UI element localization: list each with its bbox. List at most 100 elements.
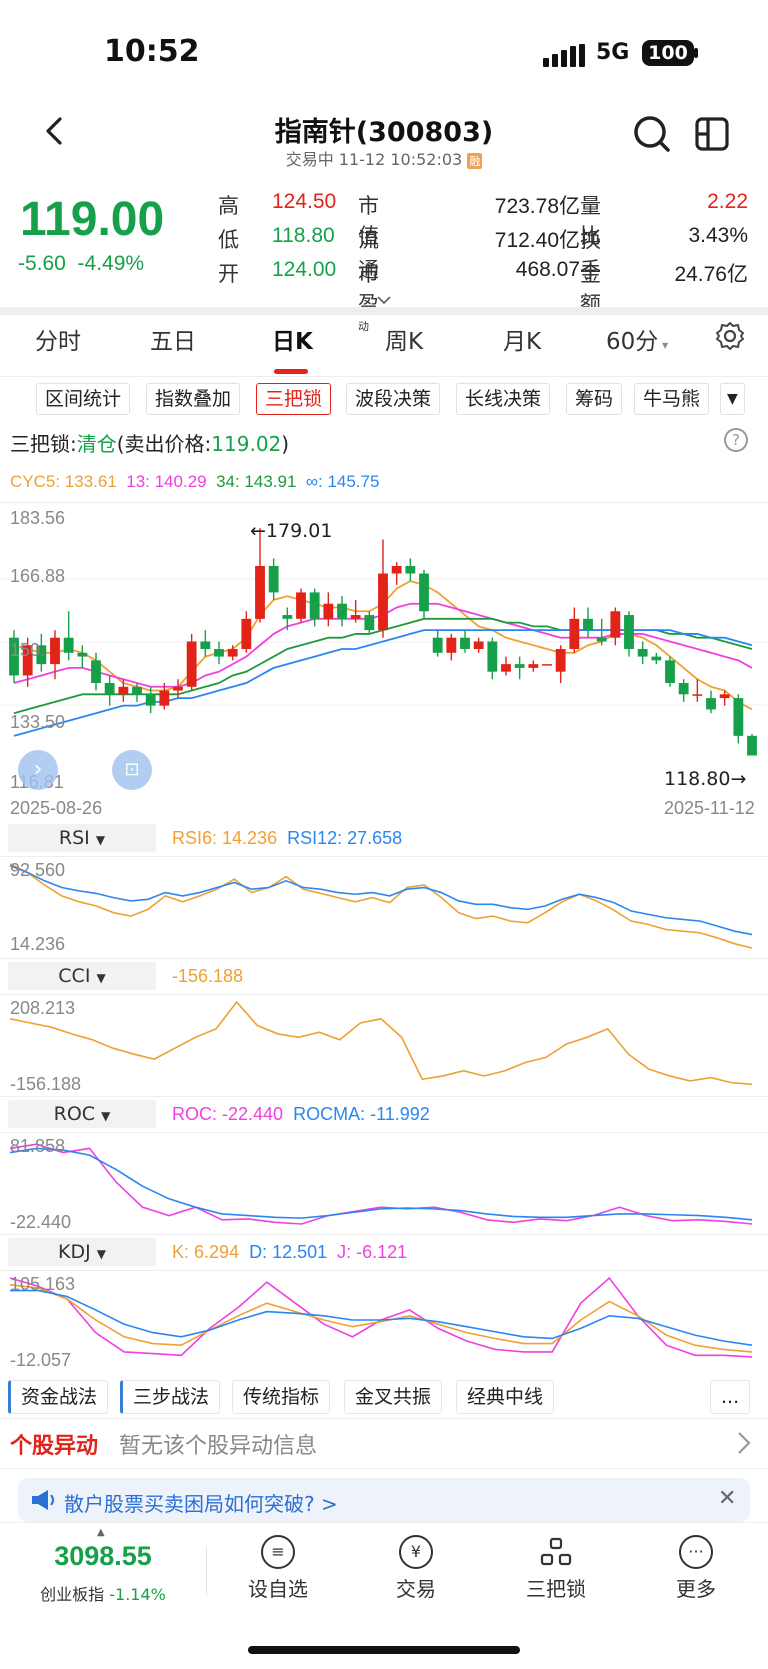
kdj-d-value: D: 12.501	[249, 1242, 328, 1262]
y-axis-top: 183.56	[10, 508, 66, 528]
low-marker: 118.80→	[664, 768, 747, 790]
date-end: 2025-11-12	[664, 798, 755, 818]
chart-expand-icon[interactable]: ›	[18, 750, 58, 790]
promo-notice[interactable]: 散户股票买卖困局如何突破? > ✕	[18, 1478, 750, 1522]
rsi-values: RSI6: 14.236 RSI12: 27.658	[172, 828, 402, 849]
tab-60min[interactable]: 60分 ▾	[606, 322, 668, 356]
close-icon[interactable]: ✕	[718, 1486, 737, 1511]
candle-body	[173, 686, 183, 691]
roc-selector[interactable]: ROC ▼	[8, 1100, 156, 1128]
tab-golden-cross[interactable]: 金叉共振	[344, 1380, 443, 1414]
footer-divider	[206, 1547, 207, 1595]
chip-bull-bear[interactable]: 牛马熊	[634, 383, 710, 415]
chip-index-overlay[interactable]: 指数叠加	[146, 383, 241, 415]
cci-top-divider	[0, 958, 768, 959]
kdj-selector[interactable]: KDJ ▼	[8, 1238, 156, 1266]
candle-body	[227, 649, 238, 657]
kdj-caret-icon: ▼	[96, 1247, 106, 1261]
tab-daily-k[interactable]: 日K	[272, 329, 313, 355]
search-icon[interactable]	[632, 114, 672, 154]
cci-top: 208.213	[10, 998, 76, 1018]
index-info: 创业板指 -1.14%	[0, 1581, 206, 1605]
roc-chart[interactable]	[0, 1134, 768, 1234]
index-pct: -1.14%	[109, 1585, 166, 1604]
settings-gear-icon[interactable]	[714, 320, 746, 358]
tab-three-step[interactable]: 三步战法	[120, 1380, 221, 1414]
candle-body	[118, 686, 129, 695]
tab-more[interactable]: ...	[710, 1380, 751, 1414]
stock-alert-text: 暂无该个股异动信息	[119, 1434, 318, 1459]
volume-ratio-value: 2.22	[707, 190, 748, 213]
nav-more[interactable]: ··· 更多	[646, 1535, 746, 1602]
three-lock-mid: (卖出价格:	[116, 432, 212, 456]
page-title: 指南针(300803)	[274, 117, 494, 148]
candle-body	[132, 686, 142, 695]
candle-body	[583, 618, 593, 631]
back-icon[interactable]	[40, 116, 70, 146]
change-percent: -4.49%	[77, 252, 145, 275]
rsi12-line	[9, 864, 753, 936]
kdj-values: K: 6.294 D: 12.501 J: -6.121	[172, 1242, 407, 1263]
rocma-value: ROCMA: -11.992	[293, 1104, 430, 1124]
chip-chips[interactable]: 筹码	[566, 383, 623, 415]
tab-traditional[interactable]: 传统指标	[232, 1380, 331, 1414]
candle-body	[419, 573, 429, 612]
cci-chart[interactable]	[0, 996, 768, 1096]
battery-icon: 100	[642, 40, 694, 66]
lock-icon	[539, 1535, 573, 1569]
pe-superscript: 动	[358, 321, 369, 333]
tab-five-day[interactable]: 五日	[150, 329, 196, 355]
kdj-chart[interactable]	[0, 1272, 768, 1372]
switch-icon[interactable]	[694, 116, 730, 152]
rsi-divider	[0, 856, 768, 857]
section-divider	[0, 307, 768, 315]
network-label: 5G	[596, 40, 630, 65]
chip-three-locks[interactable]: 三把锁	[256, 383, 332, 415]
chevron-right-icon[interactable]	[736, 1430, 752, 1456]
expand-chevron-icon[interactable]	[376, 290, 392, 305]
kdj-top: 105.163	[10, 1274, 76, 1294]
candle-body	[296, 592, 306, 619]
roc-line	[9, 1143, 753, 1225]
tab-monthly-k[interactable]: 月K	[503, 329, 542, 355]
chips-more-icon[interactable]: ▼	[720, 383, 745, 415]
roc-caret-icon: ▼	[101, 1109, 111, 1123]
nav-three-locks-label: 三把锁	[526, 1577, 586, 1601]
chip-long-decision[interactable]: 长线决策	[456, 383, 551, 415]
rsi-selector[interactable]: RSI ▼	[8, 824, 156, 852]
chip-band-decision[interactable]: 波段决策	[346, 383, 441, 415]
rsi-chart[interactable]	[0, 858, 768, 958]
kdj-k-line	[9, 1283, 753, 1353]
trading-status-text: 交易中 11-12 10:52:03	[285, 150, 463, 169]
chip-range-stats[interactable]: 区间统计	[36, 383, 131, 415]
tab-fund-strategy[interactable]: 资金战法	[8, 1380, 109, 1414]
three-lock-prefix: 三把锁:	[10, 432, 77, 456]
candle-body	[747, 735, 757, 756]
index-value[interactable]: 3098.55	[54, 1541, 152, 1571]
high-marker: ←179.01	[250, 520, 333, 542]
yen-icon: ¥	[399, 1535, 433, 1569]
roc-label: ROC	[53, 1103, 96, 1125]
tab-classic-mid[interactable]: 经典中线	[456, 1380, 555, 1414]
candle-body	[460, 637, 470, 650]
help-icon[interactable]: ?	[724, 428, 748, 452]
kdj-d-line	[10, 1289, 753, 1346]
candlestick-chart[interactable]	[0, 503, 768, 793]
pe-value: 468.07	[515, 258, 580, 281]
kdj-divider	[0, 1270, 768, 1271]
nav-add-watchlist[interactable]: ≡ 设自选	[228, 1535, 328, 1602]
stock-alert-row[interactable]: 个股异动 暂无该个股异动信息	[10, 1428, 317, 1460]
candle-body	[268, 565, 279, 593]
candle-body	[719, 694, 730, 699]
chart-layout-icon[interactable]: ⊡	[112, 750, 152, 790]
tab-weekly-k[interactable]: 周K	[385, 329, 424, 355]
candle-body	[596, 637, 607, 642]
three-lock-status: 三把锁:清仓(卖出价格:119.02)	[10, 428, 289, 457]
cci-selector[interactable]: CCI ▼	[8, 962, 156, 990]
nav-trade[interactable]: ¥ 交易	[366, 1535, 466, 1602]
nav-three-locks[interactable]: 三把锁	[506, 1535, 606, 1602]
tab-minute[interactable]: 分时	[35, 329, 81, 355]
candle-body	[692, 694, 703, 696]
strategy-divider	[0, 1418, 768, 1419]
promo-text: 散户股票买卖困局如何突破? >	[64, 1492, 338, 1516]
